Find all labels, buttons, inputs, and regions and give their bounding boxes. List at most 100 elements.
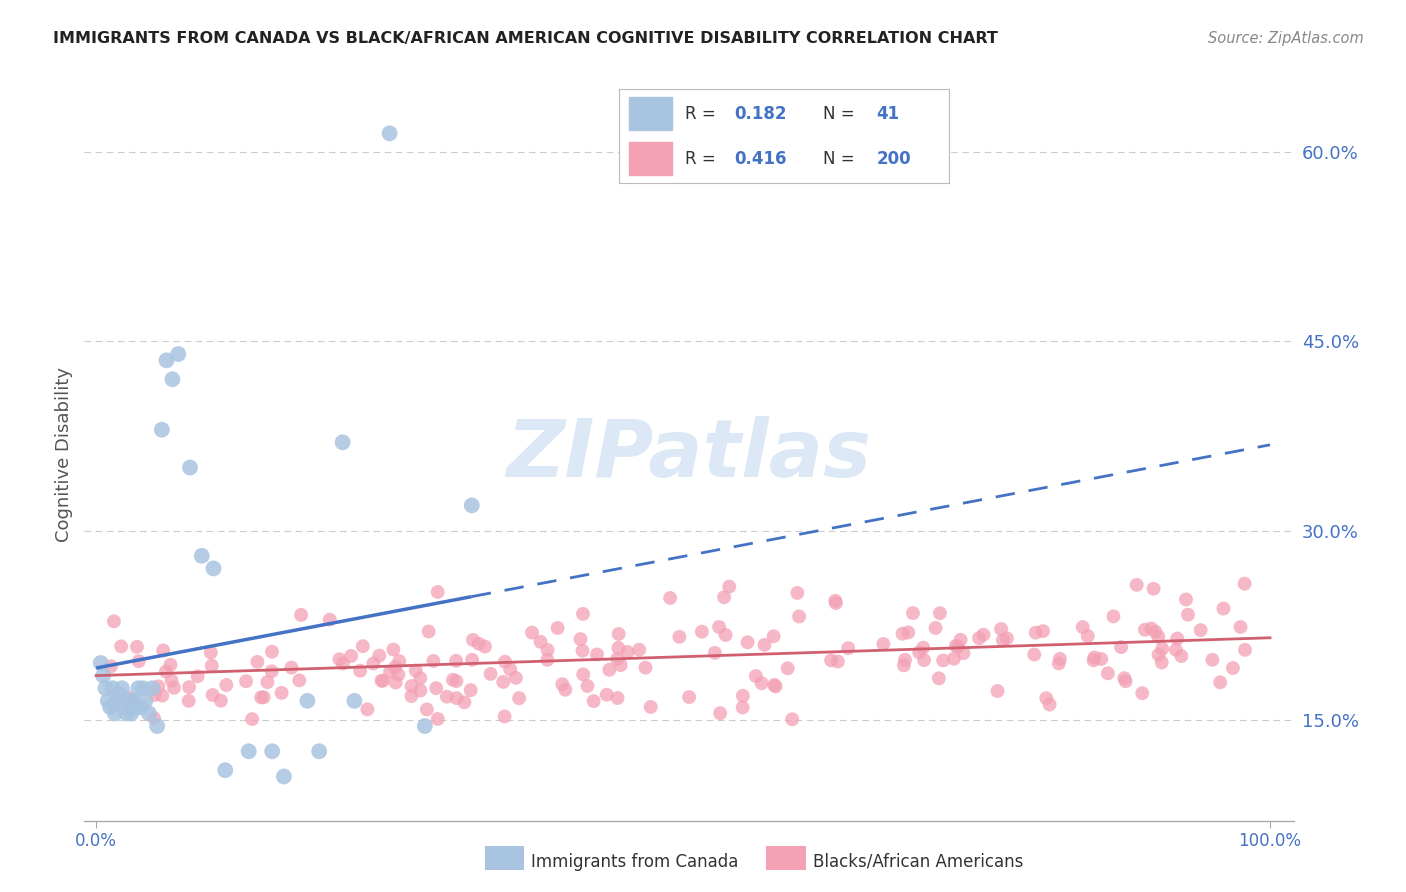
Point bbox=[492, 674, 515, 689]
Point bbox=[928, 606, 950, 620]
Point bbox=[98, 700, 121, 714]
Point bbox=[787, 609, 810, 624]
Text: R =: R = bbox=[685, 104, 721, 122]
Point bbox=[946, 640, 969, 654]
Point bbox=[215, 678, 238, 692]
Point bbox=[418, 624, 440, 639]
Point bbox=[607, 640, 630, 655]
Point bbox=[352, 639, 374, 653]
Point bbox=[256, 675, 278, 690]
Point bbox=[598, 663, 620, 677]
Point bbox=[297, 694, 319, 708]
Point bbox=[1109, 640, 1132, 654]
Point bbox=[606, 691, 628, 706]
Point bbox=[446, 674, 468, 689]
Point bbox=[872, 637, 894, 651]
Point bbox=[111, 681, 134, 696]
Point bbox=[1047, 657, 1070, 671]
Point bbox=[751, 676, 773, 690]
Point bbox=[280, 660, 302, 674]
Point bbox=[820, 653, 842, 667]
Point bbox=[319, 613, 342, 627]
Point bbox=[288, 673, 311, 688]
Point bbox=[461, 653, 484, 667]
Point bbox=[763, 678, 786, 692]
Point bbox=[401, 679, 423, 693]
Point bbox=[290, 607, 312, 622]
Bar bbox=[628, 96, 672, 130]
Point bbox=[138, 706, 160, 721]
Point bbox=[308, 744, 330, 758]
Point bbox=[891, 626, 914, 640]
Point bbox=[707, 620, 730, 634]
Point bbox=[1175, 592, 1198, 607]
Text: 200: 200 bbox=[876, 150, 911, 168]
Point bbox=[1083, 650, 1105, 665]
Point bbox=[405, 664, 427, 678]
Point bbox=[260, 665, 283, 679]
Point bbox=[461, 632, 484, 647]
Point bbox=[901, 606, 924, 620]
Point bbox=[1142, 582, 1164, 596]
Point bbox=[273, 770, 295, 784]
Point bbox=[446, 691, 468, 706]
Point bbox=[576, 679, 599, 693]
Point bbox=[1150, 656, 1173, 670]
Point bbox=[529, 634, 551, 648]
Point bbox=[91, 668, 114, 682]
Point bbox=[110, 640, 132, 654]
Point bbox=[991, 633, 1014, 648]
Text: Immigrants from Canada: Immigrants from Canada bbox=[531, 853, 738, 871]
Text: 0.416: 0.416 bbox=[734, 150, 787, 168]
Point bbox=[494, 655, 516, 669]
Point bbox=[1090, 652, 1112, 666]
Point bbox=[547, 621, 569, 635]
Point bbox=[1166, 632, 1188, 646]
Point bbox=[924, 621, 946, 635]
Point bbox=[678, 690, 700, 704]
Point bbox=[122, 694, 145, 708]
Point bbox=[413, 719, 436, 733]
Point bbox=[928, 671, 950, 685]
Point bbox=[703, 646, 725, 660]
Point bbox=[714, 628, 737, 642]
Point bbox=[1189, 623, 1212, 637]
Point bbox=[554, 682, 576, 697]
Point bbox=[609, 658, 631, 673]
Point bbox=[159, 657, 181, 672]
Point bbox=[894, 653, 917, 667]
Text: 0.182: 0.182 bbox=[734, 104, 787, 122]
Point bbox=[990, 622, 1012, 636]
Point bbox=[1170, 648, 1192, 663]
Point bbox=[112, 700, 135, 714]
Point bbox=[453, 695, 475, 709]
Point bbox=[607, 627, 630, 641]
Point bbox=[332, 435, 354, 450]
Point bbox=[1097, 666, 1119, 681]
Point bbox=[893, 658, 915, 673]
Point bbox=[108, 688, 131, 702]
Point bbox=[827, 655, 849, 669]
Point bbox=[606, 652, 628, 666]
Point bbox=[118, 699, 141, 714]
Point bbox=[246, 655, 269, 669]
Point bbox=[150, 689, 173, 703]
Point bbox=[235, 674, 257, 689]
Point bbox=[837, 641, 859, 656]
Point bbox=[508, 691, 530, 706]
Point bbox=[134, 694, 156, 708]
Point bbox=[1177, 607, 1199, 622]
Point bbox=[103, 615, 125, 629]
Point bbox=[780, 712, 803, 726]
Point bbox=[201, 688, 224, 702]
Point bbox=[356, 702, 378, 716]
Point bbox=[388, 654, 411, 668]
Point bbox=[340, 648, 363, 663]
Point bbox=[378, 665, 401, 679]
Point bbox=[409, 683, 432, 698]
Point bbox=[90, 656, 112, 670]
Point bbox=[120, 706, 142, 721]
Point bbox=[262, 744, 284, 758]
Text: ZIPatlas: ZIPatlas bbox=[506, 416, 872, 494]
Point bbox=[401, 689, 423, 703]
